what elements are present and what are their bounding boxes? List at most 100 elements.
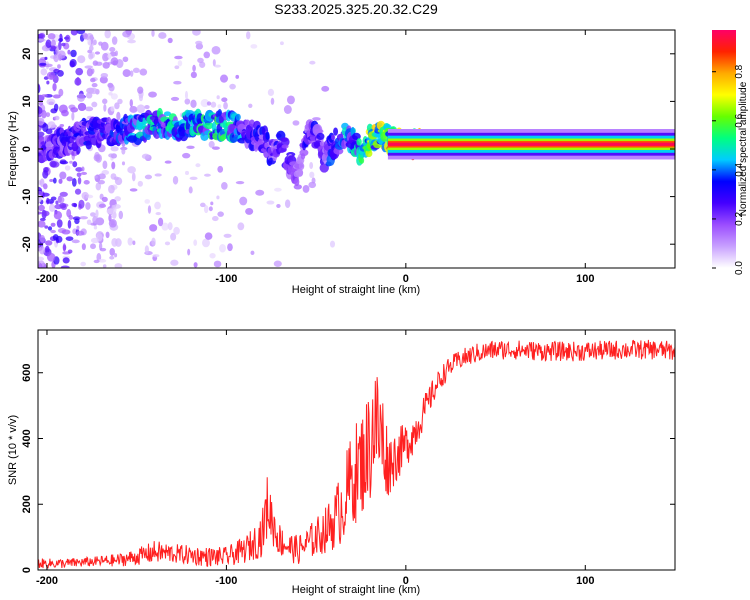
spectrogram-speckle: [45, 39, 52, 48]
spectrogram-speckle: [90, 68, 95, 74]
spectrogram-speckle: [201, 238, 210, 248]
spectrogram-speckle: [302, 184, 310, 193]
colorbar: 0.0 0.2 0.4 0.6 0.8 Normalized spectral ampl…: [712, 30, 749, 275]
spectrogram-speckle: [38, 38, 46, 42]
spectrogram-speckle: [255, 189, 265, 196]
spectrogram-speckle: [57, 196, 65, 204]
spectrogram-speckle: [76, 230, 85, 236]
spectrogram-ridge-blob: [313, 128, 324, 134]
spectrogram-speckle: [219, 74, 229, 83]
spectrogram-speckle: [93, 259, 100, 264]
colorbar-tick-label: 0.4: [734, 162, 745, 176]
snr-series-line: [38, 339, 675, 569]
spectrogram-ridge-blob: [281, 137, 290, 147]
spectrogram-speckle: [206, 101, 212, 106]
spectrogram-x-tick-label: -200: [36, 273, 58, 285]
spectrogram-speckle: [109, 46, 116, 52]
spectrogram-speckle: [75, 67, 84, 76]
spectrogram-speckle: [38, 117, 45, 126]
spectrogram-speckle: [76, 30, 86, 35]
spectrogram-speckle: [52, 234, 59, 241]
spectrogram-speckle: [102, 160, 108, 170]
spectrogram-speckle: [42, 123, 49, 133]
spectrogram-ridge-blob: [299, 149, 309, 157]
spectrogram-speckle: [77, 55, 86, 64]
chart-title: S233.2025.325.20.32.C29: [274, 1, 438, 17]
spectrogram-speckle: [99, 247, 107, 252]
spectrogram-speckle: [200, 99, 210, 108]
spectrogram-speckle: [144, 245, 149, 254]
snr-y-tick-label: 200: [21, 495, 33, 513]
spectrogram-speckle: [38, 194, 42, 203]
spectrogram-speckle: [93, 225, 98, 230]
spectrogram-speckle: [53, 68, 60, 73]
spectrogram-speckle: [76, 150, 80, 155]
spectrogram-speckle: [223, 101, 228, 110]
spectrogram-speckle: [182, 152, 191, 159]
spectrogram-speckle: [148, 91, 157, 98]
spectrogram-speckle: [144, 199, 151, 204]
spectrogram-y-tick-label: 0: [21, 146, 33, 152]
spectrogram-speckle: [38, 220, 46, 228]
spectrogram-speckle: [88, 87, 98, 95]
spectrogram-speckle: [292, 120, 300, 126]
spectrogram-speckle: [59, 159, 67, 165]
spectrogram-speckle: [208, 140, 215, 148]
spectrogram-speckle: [210, 201, 214, 206]
spectrogram-speckle: [129, 106, 138, 113]
spectrogram-speckle: [151, 237, 156, 246]
spectrogram-ridge-blob: [281, 144, 289, 149]
colorbar-tick-label: 0.2: [734, 212, 745, 226]
spectrogram-speckle: [105, 231, 110, 239]
spectrogram-speckle: [93, 154, 101, 162]
spectrogram-speckle: [114, 263, 123, 268]
spectrogram-speckle: [46, 98, 56, 106]
spectrogram-ridge-blob: [297, 168, 304, 177]
spectrogram-speckle: [83, 180, 90, 185]
spectrogram-speckle: [49, 178, 54, 182]
spectrogram-speckle: [38, 131, 45, 137]
spectrogram-speckle: [77, 177, 82, 185]
spectrogram-speckle: [113, 204, 121, 209]
spectrogram-ridge-blob: [331, 134, 336, 141]
spectrogram-speckle: [55, 200, 59, 205]
spectrogram-speckle: [209, 253, 216, 259]
spectrogram-speckle: [321, 85, 330, 92]
spectrogram-speckle: [184, 98, 191, 105]
spectrogram-speckle: [248, 103, 253, 108]
spectrogram-speckle: [129, 99, 133, 108]
spectrogram-speckle: [61, 42, 66, 47]
spectrogram-speckle: [122, 30, 131, 38]
spectrogram-speckle: [102, 62, 110, 69]
spectrogram-speckle: [67, 249, 73, 254]
spectrogram-speckle: [50, 222, 56, 227]
spectrogram-speckle: [188, 186, 193, 194]
spectrogram-speckle: [192, 30, 201, 36]
snr-x-tick-label: -200: [36, 575, 58, 587]
colorbar-ticks: 0.0 0.2 0.4 0.6 0.8: [712, 64, 745, 275]
spectrogram-speckle: [235, 181, 245, 185]
spectrogram-x-tick-label: 100: [576, 273, 594, 285]
spectrogram-speckle: [131, 172, 136, 182]
spectrogram-speckle: [70, 107, 79, 113]
spectrogram-speckle: [52, 177, 57, 184]
spectrogram-speckle: [97, 179, 105, 185]
spectrogram-speckle: [95, 209, 99, 218]
spectrogram-speckle: [108, 153, 115, 158]
spectrogram-speckle: [122, 69, 131, 78]
spectrogram-speckle: [204, 232, 213, 240]
spectrogram-speckle: [47, 121, 56, 129]
spectrogram-speckle: [127, 237, 133, 246]
spectrogram-speckle: [59, 191, 68, 197]
spectrogram-speckle: [184, 90, 188, 100]
spectrogram-speckle: [110, 57, 119, 66]
spectrogram-speckle: [39, 217, 46, 222]
spectrogram-speckle: [80, 261, 86, 267]
spectrogram-speckle: [174, 55, 183, 60]
spectrogram-speckle: [127, 39, 136, 44]
spectrogram-speckle: [108, 84, 115, 92]
spectrogram-y-tick-label: -10: [21, 189, 33, 205]
spectrogram-speckle: [78, 199, 85, 209]
colorbar-bar: [712, 30, 736, 268]
